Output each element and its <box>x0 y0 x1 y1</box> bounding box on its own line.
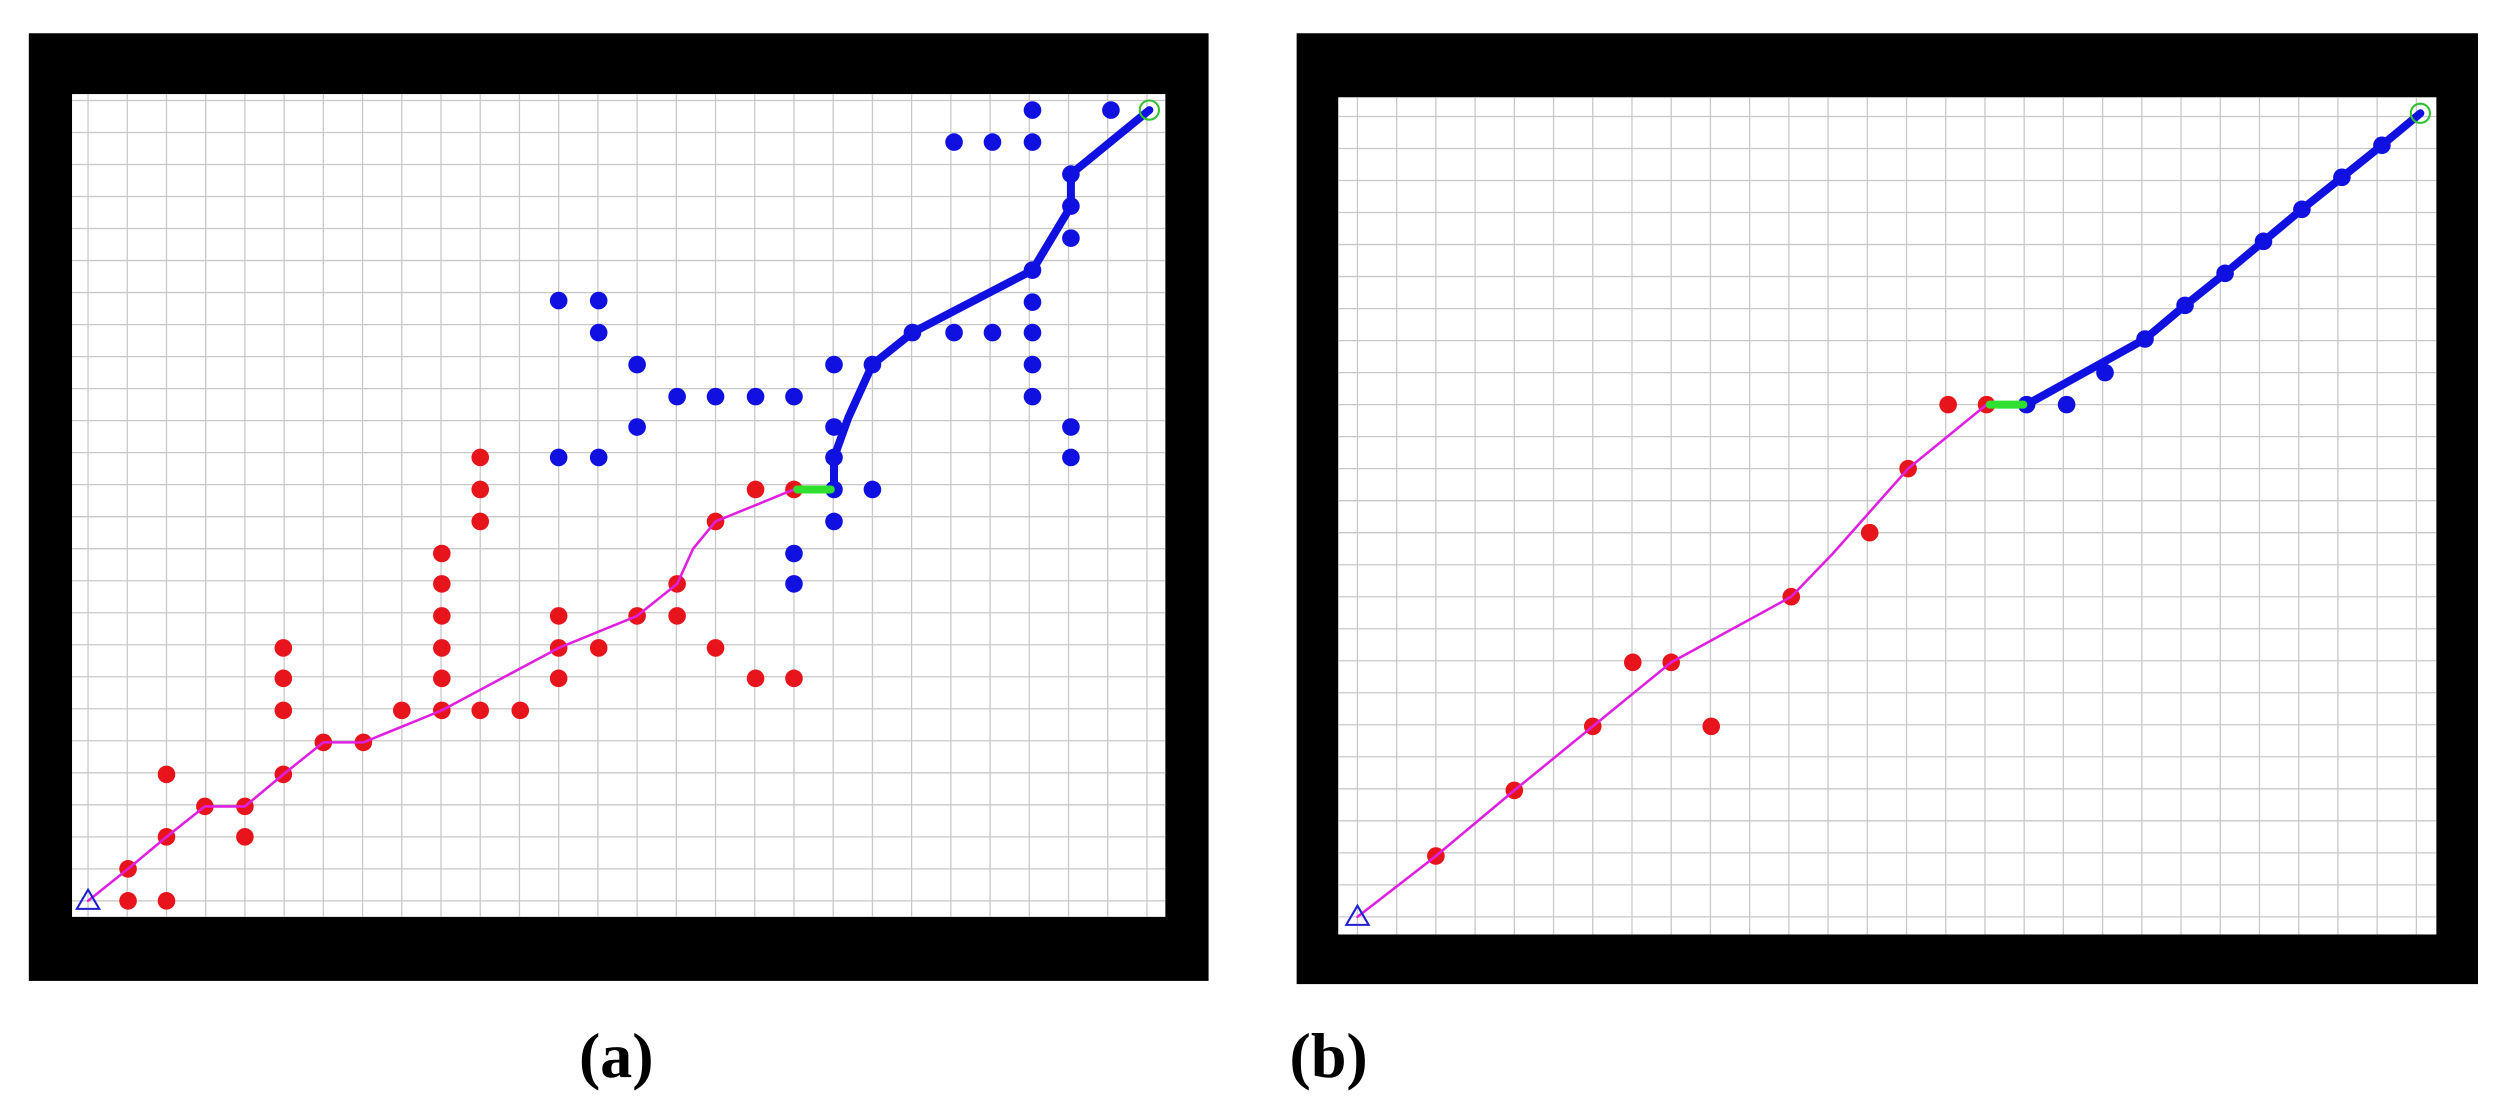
red-node <box>1939 395 1957 414</box>
red-node <box>157 765 176 784</box>
red-node <box>236 828 254 846</box>
red-node <box>785 669 803 688</box>
blue-node <box>1023 355 1042 374</box>
red-node <box>433 575 451 593</box>
blue-node <box>785 575 803 593</box>
panel-a-field <box>72 94 1166 917</box>
blue-node <box>1023 101 1042 119</box>
blue-node <box>2096 363 2114 382</box>
map-layer <box>72 94 2437 935</box>
blue-node <box>1102 101 1120 119</box>
red-node <box>668 607 686 625</box>
red-node <box>274 639 293 657</box>
blue-node <box>589 291 608 310</box>
blue-node <box>1062 229 1080 247</box>
start-path <box>86 488 796 903</box>
red-node <box>471 512 490 531</box>
blue-node <box>863 480 882 499</box>
red-node <box>471 701 490 720</box>
goal-path <box>2022 109 2425 409</box>
blue-node <box>945 323 963 342</box>
blue-node <box>1023 293 1042 311</box>
blue-node <box>785 387 803 406</box>
blue-node <box>2057 395 2076 414</box>
blue-node <box>785 544 803 563</box>
red-node <box>511 701 530 720</box>
red-node <box>706 639 725 657</box>
red-node <box>157 892 176 910</box>
blue-node <box>589 448 608 467</box>
goal-marker <box>1138 99 1160 121</box>
red-node <box>274 669 293 688</box>
red-node <box>392 701 411 720</box>
goal-path <box>829 106 1154 494</box>
blue-node <box>983 133 1002 151</box>
red-node <box>471 448 490 467</box>
blue-node <box>945 133 963 151</box>
red-node <box>746 480 765 499</box>
red-node <box>119 892 137 910</box>
red-node <box>746 669 765 688</box>
panel-a-label: (a) <box>579 1020 654 1091</box>
red-node <box>433 639 451 657</box>
blue-node <box>1062 418 1080 436</box>
red-node <box>589 639 608 657</box>
blue-node <box>668 387 686 406</box>
red-node <box>549 607 568 625</box>
blue-node <box>746 387 765 406</box>
start-marker <box>1344 903 1371 926</box>
panel-b-label: (b) <box>1290 1020 1368 1091</box>
blue-node <box>825 418 843 436</box>
red-node <box>433 607 451 625</box>
red-node <box>549 669 568 688</box>
blue-node <box>706 387 725 406</box>
red-node <box>433 544 451 563</box>
red-node <box>1623 653 1642 672</box>
red-node <box>433 669 451 688</box>
blue-node <box>983 323 1002 342</box>
blue-node <box>628 418 646 436</box>
start-path <box>1356 403 1988 919</box>
blue-node <box>1023 133 1042 151</box>
blue-node <box>589 323 608 342</box>
red-node <box>1860 523 1879 542</box>
panel-b-field <box>1338 97 2437 935</box>
blue-node <box>1023 387 1042 406</box>
blue-node <box>549 448 568 467</box>
blue-node <box>825 512 843 531</box>
blue-node <box>549 291 568 310</box>
blue-node <box>1062 448 1080 467</box>
red-node <box>1702 717 1721 736</box>
red-node <box>471 480 490 499</box>
start-marker <box>75 887 102 910</box>
goal-marker <box>2409 102 2432 124</box>
red-node <box>274 701 293 720</box>
blue-node <box>1023 323 1042 342</box>
blue-node <box>628 355 646 374</box>
blue-node <box>825 355 843 374</box>
